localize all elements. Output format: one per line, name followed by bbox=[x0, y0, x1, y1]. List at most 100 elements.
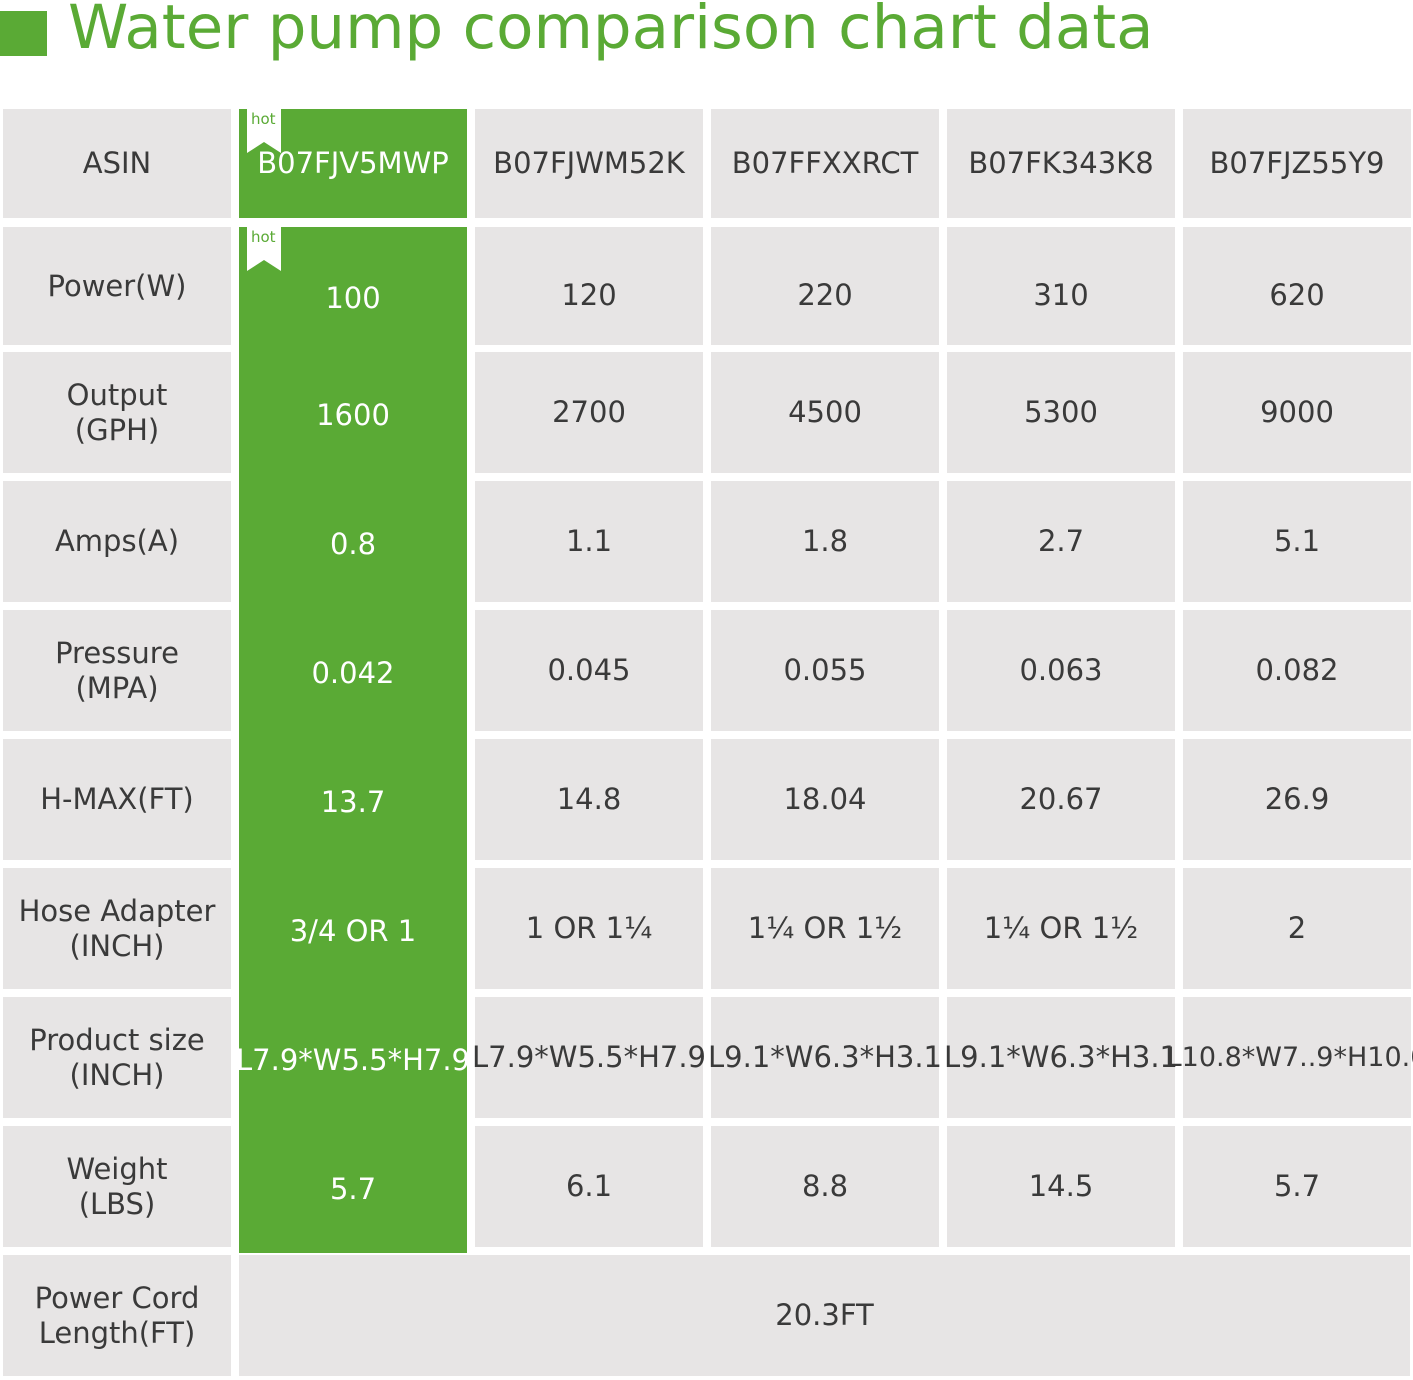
table-cell: 1¼ OR 1½ bbox=[947, 868, 1175, 989]
table-cell-text: 5.7 bbox=[329, 1172, 377, 1206]
table-cell-text: 1¼ OR 1½ bbox=[983, 911, 1139, 945]
table-cell-text: 1.1 bbox=[565, 524, 613, 558]
table-cell-text: 8.8 bbox=[801, 1169, 849, 1203]
table-cell: 5.7 bbox=[239, 1126, 467, 1253]
table-cell-text: 20.67 bbox=[1019, 782, 1103, 816]
table-cell-text: 3/4 OR 1 bbox=[289, 914, 417, 948]
hot-badge-power-icon bbox=[247, 227, 281, 271]
table-cell: 9000 bbox=[1183, 352, 1411, 473]
table-cell: 0.055 bbox=[711, 610, 939, 731]
table-cell: L7.9*W5.5*H7.9 bbox=[472, 997, 706, 1118]
table-cell-text: 2.7 bbox=[1037, 524, 1085, 558]
table-cell: 20.67 bbox=[947, 739, 1175, 860]
table-cell-text: 620 bbox=[1269, 277, 1325, 312]
header-asin: B07FK343K8 bbox=[947, 109, 1175, 218]
table-cell: 13.7 bbox=[239, 739, 467, 866]
table-cell: 6.1 bbox=[475, 1126, 703, 1247]
table-cell-text: L9.1*W6.3*H3.1 bbox=[708, 1040, 942, 1074]
table-cell: L9.1*W6.3*H3.1 bbox=[944, 997, 1178, 1118]
table-cell: 26.9 bbox=[1183, 739, 1411, 860]
table-cell: 220 bbox=[711, 227, 939, 345]
table-cell: L10.8*W7..9*H10.0 bbox=[1167, 997, 1413, 1118]
table-cell-text: 1 OR 1¼ bbox=[525, 911, 653, 945]
table-cell-text: 6.1 bbox=[565, 1169, 613, 1203]
table-cell-text: 9000 bbox=[1260, 395, 1334, 429]
table-cell: L9.1*W6.3*H3.1 bbox=[708, 997, 942, 1118]
table-cell: 5300 bbox=[947, 352, 1175, 473]
row-label: Output (GPH) bbox=[3, 352, 231, 473]
table-cell-text: 100 bbox=[325, 280, 381, 315]
table-cell: 1.1 bbox=[475, 481, 703, 602]
row-label: Hose Adapter (INCH) bbox=[3, 868, 231, 989]
table-cell-text: 5300 bbox=[1024, 395, 1098, 429]
header-asin: B07FJZ55Y9 bbox=[1183, 109, 1411, 218]
table-cell-text: 0.042 bbox=[311, 656, 395, 690]
footer-label: Power Cord Length(FT) bbox=[3, 1255, 231, 1376]
table-cell-text: 5.1 bbox=[1273, 524, 1321, 558]
footer-value: 20.3FT bbox=[239, 1255, 1410, 1376]
table-cell-text: 14.8 bbox=[556, 782, 622, 816]
table-cell: L7.9*W5.5*H7.9 bbox=[236, 997, 470, 1124]
table-cell-text: 14.5 bbox=[1028, 1169, 1094, 1203]
row-label-text: Product size (INCH) bbox=[29, 1022, 205, 1092]
row-label: Amps(A) bbox=[3, 481, 231, 602]
table-cell: 0.063 bbox=[947, 610, 1175, 731]
table-cell-text: L7.9*W5.5*H7.9 bbox=[236, 1043, 470, 1077]
row-label: Weight (LBS) bbox=[3, 1126, 231, 1247]
table-cell: 14.8 bbox=[475, 739, 703, 860]
table-cell: 0.082 bbox=[1183, 610, 1411, 731]
table-cell-text: L10.8*W7..9*H10.0 bbox=[1166, 1042, 1413, 1073]
table-cell: 4500 bbox=[711, 352, 939, 473]
table-cell-text: 13.7 bbox=[320, 785, 386, 819]
table-cell: 0.042 bbox=[239, 610, 467, 737]
table-cell-text: 4500 bbox=[788, 395, 862, 429]
row-label-text: Output (GPH) bbox=[66, 377, 168, 447]
header-asin-text: B07FK343K8 bbox=[968, 146, 1154, 180]
page-title: Water pump comparison chart data bbox=[68, 0, 1154, 63]
header-asin-text: B07FJV5MWP bbox=[257, 146, 449, 180]
header-asin-text: B07FFXXRCT bbox=[731, 146, 919, 180]
table-cell: 14.5 bbox=[947, 1126, 1175, 1247]
table-cell: 1.8 bbox=[711, 481, 939, 602]
table-cell-text: 310 bbox=[1033, 277, 1089, 312]
table-cell-text: 26.9 bbox=[1264, 782, 1330, 816]
table-cell: 3/4 OR 1 bbox=[239, 868, 467, 995]
hot-badge-header-icon bbox=[247, 109, 281, 153]
title-square-icon bbox=[0, 11, 47, 56]
table-cell: 2700 bbox=[475, 352, 703, 473]
header-asin-text: B07FJWM52K bbox=[493, 146, 685, 180]
row-label-text: Hose Adapter (INCH) bbox=[18, 893, 216, 963]
row-label-text: Power(W) bbox=[47, 268, 187, 303]
row-label-text: Weight (LBS) bbox=[66, 1151, 168, 1221]
hot-badge-power-label: hot bbox=[251, 228, 276, 246]
table-cell-text: 120 bbox=[561, 277, 617, 312]
header-label-text: ASIN bbox=[82, 146, 152, 180]
row-label: Power(W) bbox=[3, 227, 231, 345]
table-cell-text: L9.1*W6.3*H3.1 bbox=[944, 1040, 1178, 1074]
table-cell: 5.7 bbox=[1183, 1126, 1411, 1247]
header-asin: B07FJWM52K bbox=[475, 109, 703, 218]
footer-label-text: Power Cord Length(FT) bbox=[34, 1280, 200, 1350]
table-cell-text: 220 bbox=[797, 277, 853, 312]
table-cell-text: 0.045 bbox=[547, 653, 631, 687]
table-cell-text: 0.055 bbox=[783, 653, 867, 687]
table-cell: 120 bbox=[475, 227, 703, 345]
footer-value-text: 20.3FT bbox=[775, 1298, 874, 1332]
row-label-text: Pressure (MPA) bbox=[55, 635, 179, 705]
table-cell: 1¼ OR 1½ bbox=[711, 868, 939, 989]
table-cell-text: 1600 bbox=[316, 398, 390, 432]
table-cell-text: 18.04 bbox=[783, 782, 867, 816]
table-cell-text: L7.9*W5.5*H7.9 bbox=[472, 1040, 706, 1074]
table-cell: 1 OR 1¼ bbox=[475, 868, 703, 989]
row-label: H-MAX(FT) bbox=[3, 739, 231, 860]
table-cell: 18.04 bbox=[711, 739, 939, 860]
row-label-text: H-MAX(FT) bbox=[40, 782, 194, 816]
table-cell-text: 5.7 bbox=[1273, 1169, 1321, 1203]
table-cell-text: 0.063 bbox=[1019, 653, 1103, 687]
table-cell: 1600 bbox=[239, 352, 467, 479]
row-label: Pressure (MPA) bbox=[3, 610, 231, 731]
table-cell: 620 bbox=[1183, 227, 1411, 345]
hot-badge-header-label: hot bbox=[251, 110, 276, 128]
table-cell: 8.8 bbox=[711, 1126, 939, 1247]
table-cell-text: 0.8 bbox=[329, 527, 377, 561]
